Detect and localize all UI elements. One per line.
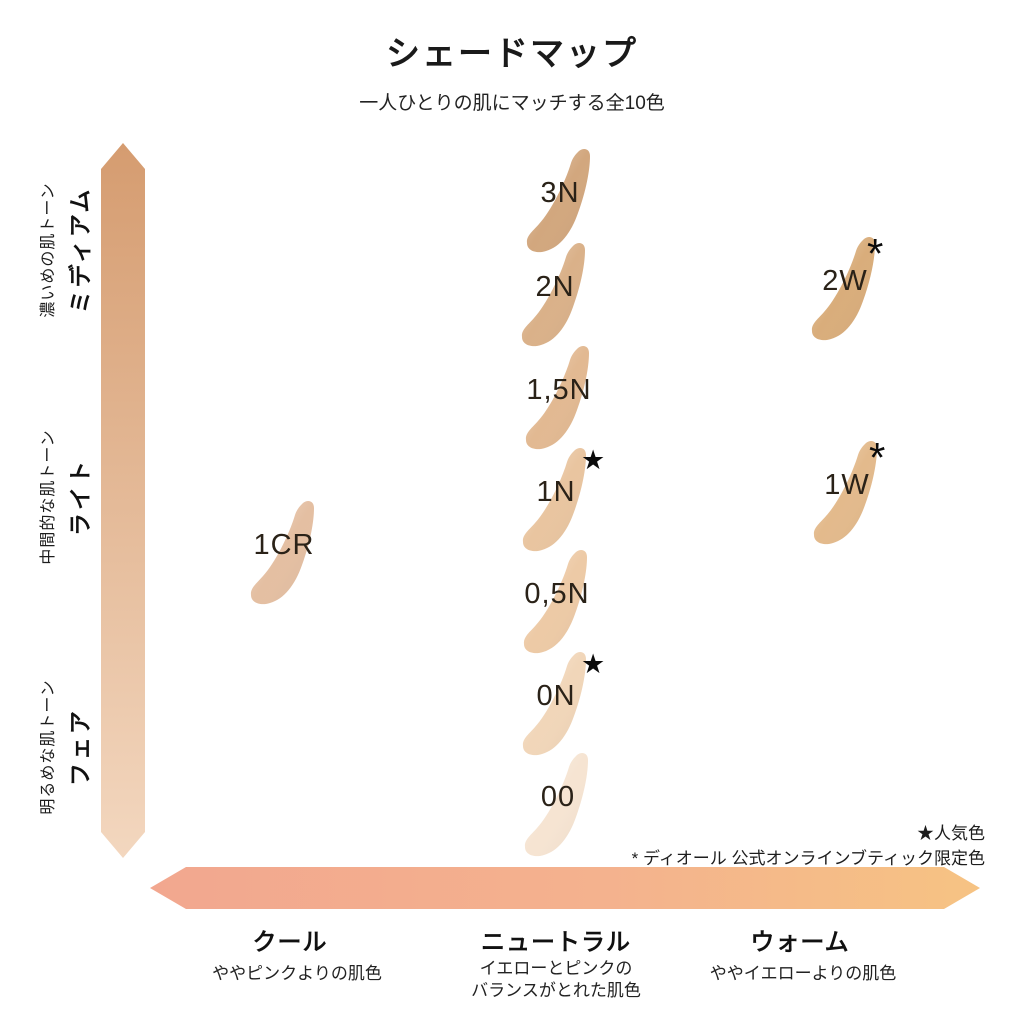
- x-axis-name-neutral: ニュートラル: [481, 929, 631, 956]
- y-axis-label-medium: 濃いめの肌トーン ミディアム: [34, 135, 93, 365]
- x-axis-name-warm: ウォーム: [750, 929, 850, 956]
- page-title: シェードマップ: [386, 35, 638, 73]
- y-axis-desc-fair: 明るめな肌トーン: [40, 679, 57, 815]
- online-exclusive-asterisk-icon: *: [867, 230, 884, 277]
- shade-3n: 3N: [516, 148, 604, 254]
- shade-00: 00: [514, 752, 602, 858]
- legend: ★人気色 * ディオール 公式オンラインブティック限定色: [632, 822, 985, 871]
- y-axis-label-light: 中間的な肌トーン ライト: [34, 382, 93, 612]
- shade-2w: 2W *: [801, 230, 889, 342]
- y-axis-arrow: [101, 143, 145, 858]
- shade-label: 2N: [535, 271, 575, 303]
- x-axis-desc-neutral: イエローとピンクの バランスがとれた肌色: [471, 959, 641, 1001]
- shade-label: 0,5N: [524, 578, 590, 610]
- x-axis-desc-cool: ややピンクよりの肌色: [212, 964, 382, 983]
- shade-label: 1W: [824, 469, 870, 501]
- shade-label: 1,5N: [526, 374, 592, 406]
- online-exclusive-asterisk-icon: *: [869, 434, 886, 481]
- shade-2n: 2N: [511, 242, 599, 348]
- x-axis-desc-warm: ややイエローよりの肌色: [709, 964, 897, 983]
- shade-label: 00: [540, 781, 576, 813]
- y-axis-desc-light: 中間的な肌トーン: [40, 429, 57, 565]
- shade-1cr: 1CR: [240, 500, 328, 606]
- popular-star-icon: ★: [581, 445, 606, 475]
- y-axis-name-light: ライト: [67, 458, 93, 536]
- y-axis-label-fair: 明るめな肌トーン フェア: [34, 632, 93, 862]
- legend-online-exclusive: * ディオール 公式オンラインブティック限定色: [631, 848, 985, 868]
- shade-label: 1N: [536, 476, 576, 508]
- shade-label: 3N: [540, 177, 580, 209]
- popular-star-icon: ★: [581, 649, 606, 679]
- shade-label: 1CR: [253, 529, 315, 561]
- header: シェードマップ 一人ひとりの肌にマッチする全10色: [0, 26, 1024, 115]
- legend-popular: ★人気色: [917, 824, 985, 843]
- shade-label: 2W: [822, 265, 868, 297]
- shade-0-5n: 0,5N: [513, 549, 601, 655]
- shade-1w: 1W *: [803, 434, 891, 546]
- y-axis-name-fair: フェア: [67, 708, 93, 786]
- shade-1n: 1N ★: [512, 445, 605, 553]
- shade-0n: 0N ★: [512, 649, 605, 757]
- page-subtitle: 一人ひとりの肌にマッチする全10色: [359, 93, 665, 114]
- shade-1-5n: 1,5N: [515, 345, 603, 451]
- y-axis-name-medium: ミディアム: [67, 186, 93, 314]
- shade-label: 0N: [536, 680, 576, 712]
- x-axis-name-cool: クール: [252, 929, 328, 956]
- x-axis-arrow: [150, 867, 980, 909]
- y-axis-desc-medium: 濃いめの肌トーン: [40, 182, 57, 318]
